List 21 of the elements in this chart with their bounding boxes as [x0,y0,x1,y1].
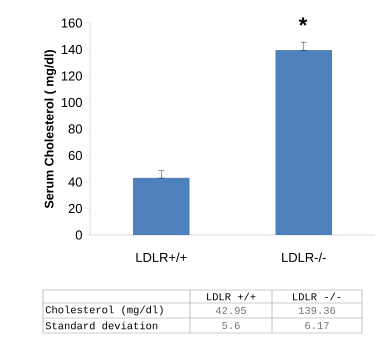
y-tick-label: 60 [68,150,82,160]
annotation: * [298,17,308,26]
text: Standard deviation [46,322,158,330]
text: LDLR +/+ [207,292,256,300]
x-tick-label: LDLR+/+ [136,252,187,262]
text: 6.17 [305,322,329,330]
y-tick-label: 80 [68,124,82,134]
data-label: 42.95 [216,306,246,314]
y-tick-label: 140 [62,44,82,54]
y-tick-label: 0 [76,230,82,240]
y-tick-label: 20 [68,204,82,214]
x-tick-label: LDLR-/- [282,252,326,262]
y-tick-label: 100 [62,98,82,108]
data-label: 139.36 [298,306,336,314]
text: Cholesterol (mg/dl) [46,306,163,316]
y-tick-label: 120 [62,71,82,81]
text: 5.6 [222,322,240,330]
y-tick-label: 40 [68,177,82,187]
y-axis-title: Serum Cholesterol ( mg/dl) [44,50,56,208]
text: LDLR -/- [293,292,340,300]
y-tick-label: 160 [62,18,82,28]
